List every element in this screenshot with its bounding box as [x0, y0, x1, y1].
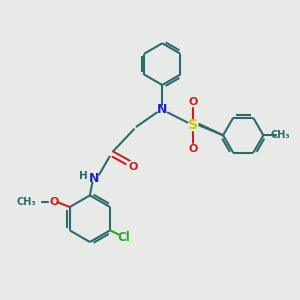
Text: CH₃: CH₃ — [17, 197, 37, 207]
Text: Cl: Cl — [117, 231, 130, 244]
Text: N: N — [88, 172, 99, 185]
Text: O: O — [128, 162, 137, 172]
Text: O: O — [188, 144, 198, 154]
Text: O: O — [188, 97, 198, 107]
Text: CH₃: CH₃ — [271, 130, 290, 140]
Text: N: N — [157, 103, 167, 116]
Text: H: H — [80, 171, 88, 181]
Text: S: S — [188, 118, 198, 133]
Text: O: O — [49, 197, 59, 207]
